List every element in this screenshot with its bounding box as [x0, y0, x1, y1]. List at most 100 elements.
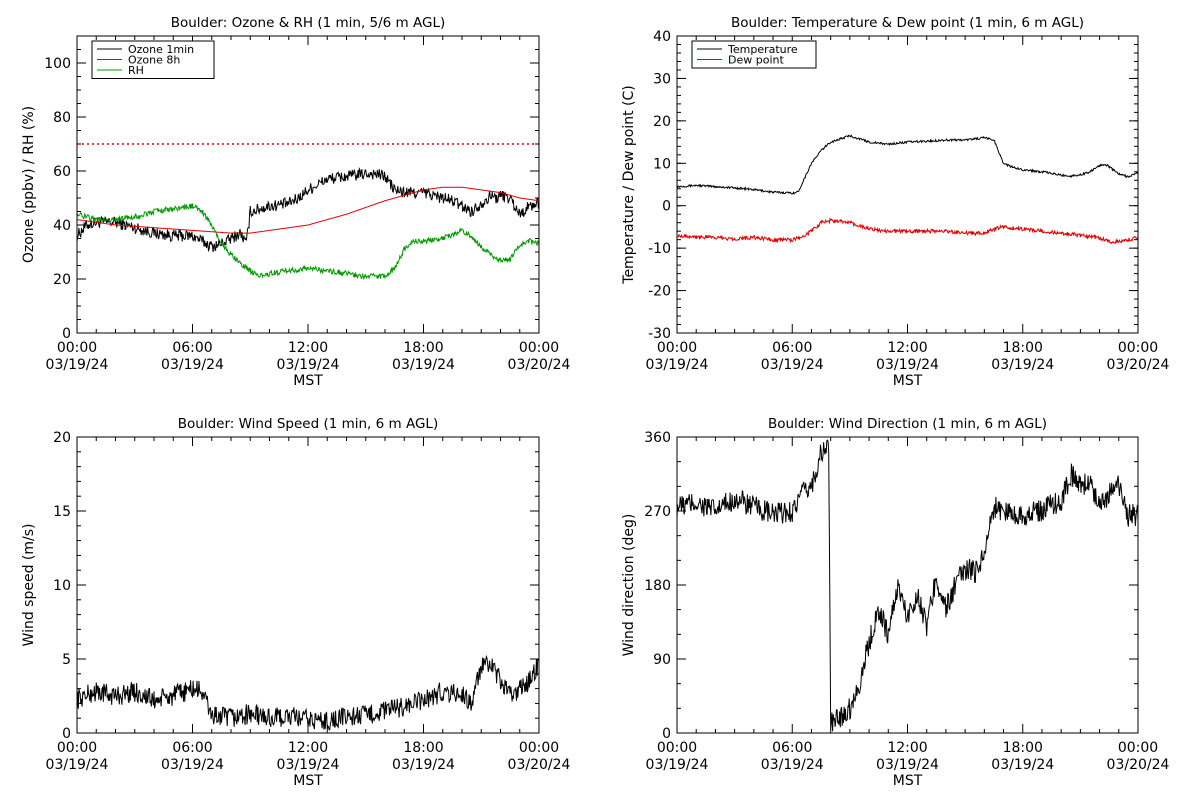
y-tick-label: 270: [644, 504, 671, 520]
x-tick-label-date: 03/19/24: [876, 357, 939, 373]
x-tick-label-time: 00:00: [519, 740, 559, 756]
chart-title: Boulder: Wind Speed (1 min, 6 m AGL): [178, 416, 438, 432]
x-tick-label-date: 03/19/24: [761, 757, 824, 773]
plot-area: [677, 439, 1138, 732]
x-tick-label-time: 18:00: [403, 340, 443, 356]
y-axis-label: Temperature / Dew point (C): [621, 85, 637, 284]
x-tick-label-date: 03/19/24: [277, 357, 340, 373]
y-axis-label: Wind speed (m/s): [21, 524, 37, 647]
y-tick-label: 5: [62, 652, 71, 668]
x-axis-label: MST: [893, 373, 923, 389]
plot-frame: [76, 35, 540, 334]
y-tick-label: 40: [53, 218, 71, 234]
series-line-1: [77, 166, 539, 253]
x-tick-label-date: 03/19/24: [646, 757, 709, 773]
plot-area: [677, 134, 1138, 245]
y-tick-label: 180: [644, 578, 671, 594]
legend-label: Temperature: [727, 43, 798, 56]
y-axis-label: Wind direction (deg): [621, 514, 637, 657]
legend-label: Ozone 8h: [128, 54, 180, 67]
x-tick-label-time: 18:00: [1003, 740, 1043, 756]
x-tick-label-date: 03/19/24: [876, 757, 939, 773]
chart-panel-2: Boulder: Temperature & Dew point (1 min,…: [621, 15, 1170, 389]
x-axis-label: MST: [293, 373, 323, 389]
x-tick-label-time: 12:00: [288, 340, 328, 356]
chart-panel-3: Boulder: Wind Speed (1 min, 6 m AGL) 0 5 10…: [21, 416, 571, 789]
y-tick-label: 0: [662, 726, 671, 742]
series-line-1: [677, 439, 1138, 732]
x-tick-label-time: 12:00: [288, 740, 328, 756]
y-tick-label: -10: [648, 241, 671, 257]
x-tick-label-date: 03/20/24: [508, 357, 571, 373]
x-tick-label-date: 03/19/24: [392, 757, 455, 773]
chart-panel-1: Boulder: Ozone & RH (1 min, 5/6 m AGL) 0 2…: [21, 15, 571, 389]
x-tick-label-date: 03/19/24: [46, 357, 109, 373]
chart-title: Boulder: Wind Direction (1 min, 6 m AGL): [768, 416, 1047, 432]
x-tick-label-time: 12:00: [887, 740, 927, 756]
legend-box: [691, 40, 817, 69]
y-tick-label: 30: [653, 71, 671, 87]
x-tick-label-date: 03/20/24: [508, 757, 571, 773]
y-tick-label: 80: [53, 110, 71, 126]
x-tick-label-time: 06:00: [172, 740, 212, 756]
x-tick-label-time: 12:00: [887, 340, 927, 356]
plot-area: [77, 143, 539, 281]
y-tick-label: 20: [53, 272, 71, 288]
x-tick-label-date: 03/19/24: [761, 357, 824, 373]
chart-title: Boulder: Ozone & RH (1 min, 5/6 m AGL): [171, 15, 446, 31]
y-tick-label: 15: [53, 504, 71, 520]
x-tick-label-date: 03/19/24: [161, 757, 224, 773]
x-tick-label-date: 03/19/24: [277, 757, 340, 773]
y-axis-label: Ozone (ppbv) / RH (%): [21, 106, 37, 263]
x-tick-label-time: 00:00: [57, 340, 97, 356]
x-tick-label-time: 06:00: [772, 340, 812, 356]
x-axis-label: MST: [293, 773, 323, 789]
x-tick-label-time: 00:00: [1118, 340, 1158, 356]
x-tick-label-time: 00:00: [519, 340, 559, 356]
y-tick-label: 0: [662, 199, 671, 215]
x-tick-label-date: 03/20/24: [1107, 357, 1170, 373]
y-tick-label: 0: [62, 726, 71, 742]
chart-panel-4: Boulder: Wind Direction (1 min, 6 m AGL)…: [621, 416, 1170, 789]
y-tick-label: -20: [648, 284, 671, 300]
chart-title: Boulder: Temperature & Dew point (1 min,…: [731, 15, 1084, 31]
y-tick-label: 360: [644, 430, 671, 446]
legend-label: Dew point: [728, 54, 784, 67]
x-tick-label-date: 03/20/24: [1107, 757, 1170, 773]
series-line-2: [677, 217, 1138, 245]
y-tick-label: 100: [44, 56, 71, 72]
x-tick-label-date: 03/19/24: [991, 357, 1054, 373]
x-tick-label-time: 00:00: [1118, 740, 1158, 756]
series-line-1: [677, 134, 1138, 195]
plot-area: [77, 654, 539, 731]
x-tick-label-time: 00:00: [57, 740, 97, 756]
x-tick-label-time: 06:00: [172, 340, 212, 356]
series-line-3: [77, 203, 539, 281]
series-line-2: [77, 186, 539, 234]
y-tick-label: -30: [648, 326, 671, 342]
y-tick-label: 40: [653, 29, 671, 45]
x-tick-label-time: 06:00: [772, 740, 812, 756]
x-tick-label-date: 03/19/24: [392, 357, 455, 373]
x-tick-label-time: 00:00: [657, 740, 697, 756]
x-tick-label-date: 03/19/24: [646, 357, 709, 373]
y-tick-label: 90: [653, 652, 671, 668]
plot-frame: [676, 436, 1139, 734]
y-tick-label: 20: [653, 114, 671, 130]
x-axis-label: MST: [893, 773, 923, 789]
legend-label: RH: [128, 64, 144, 77]
x-tick-label-date: 03/19/24: [991, 757, 1054, 773]
series-line-1: [77, 654, 539, 731]
y-tick-label: 20: [53, 430, 71, 446]
plot-frame: [76, 436, 540, 734]
x-tick-label-date: 03/19/24: [161, 357, 224, 373]
y-tick-label: 10: [653, 156, 671, 172]
y-tick-label: 60: [53, 164, 71, 180]
x-tick-label-time: 00:00: [657, 340, 697, 356]
x-tick-label-time: 18:00: [1003, 340, 1043, 356]
plot-frame: [676, 35, 1139, 334]
x-tick-label-date: 03/19/24: [46, 757, 109, 773]
